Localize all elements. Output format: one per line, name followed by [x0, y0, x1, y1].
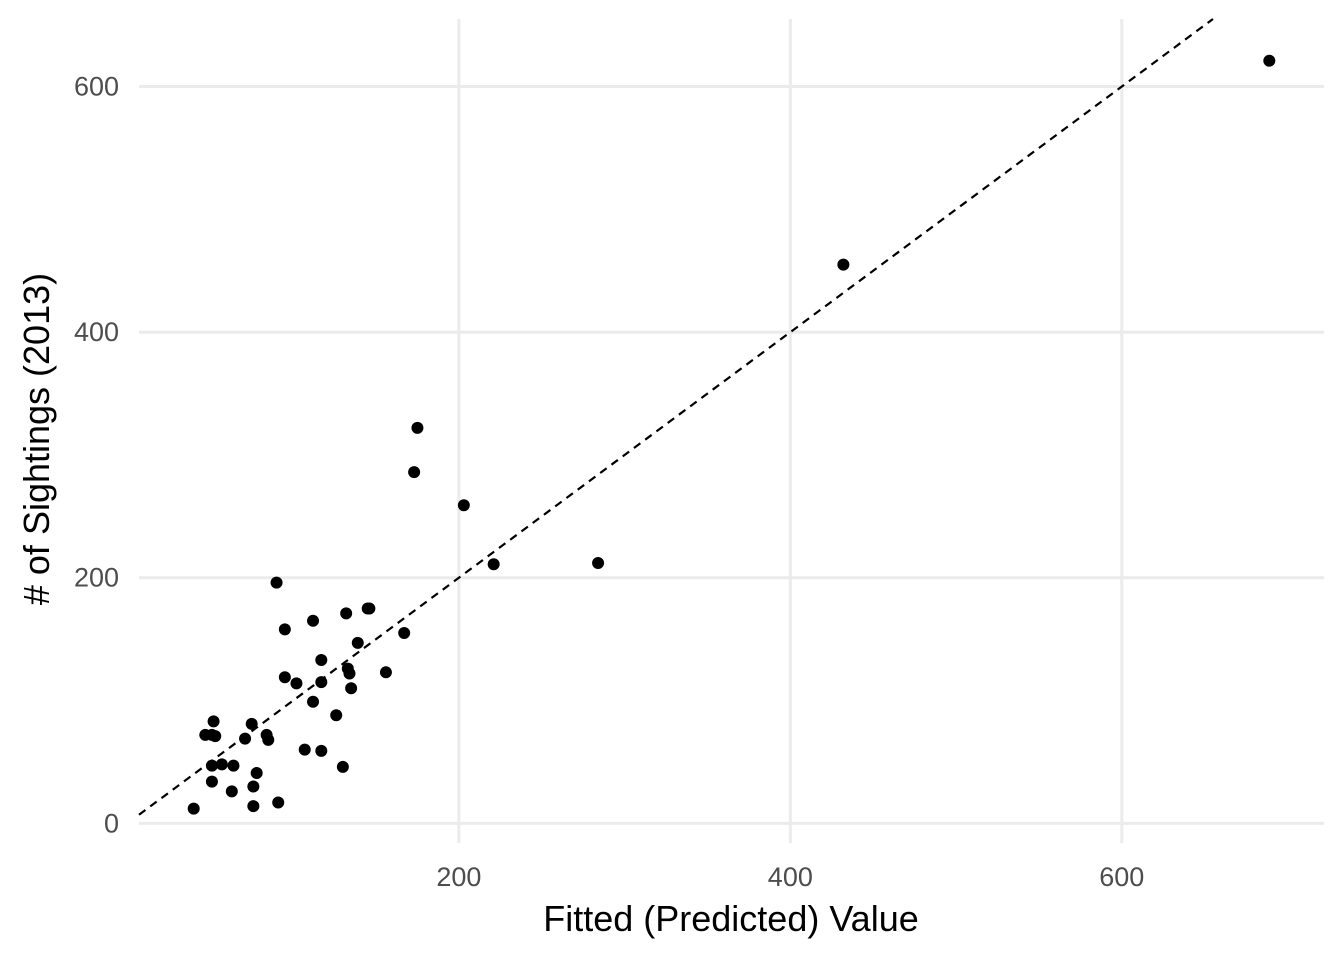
data-point-26 [245, 717, 258, 730]
x-tick-label-400: 400 [768, 862, 813, 892]
data-point-33 [298, 743, 311, 756]
data-point-44 [247, 800, 260, 813]
x-tick-label-600: 600 [1099, 862, 1144, 892]
reference-line [138, 18, 1214, 816]
data-point-23 [307, 695, 320, 708]
gridlines [139, 19, 1324, 843]
data-point-14 [351, 636, 364, 649]
y-tick-label-200: 200 [74, 563, 119, 593]
data-point-7 [270, 576, 283, 589]
data-points [187, 54, 1276, 815]
x-axis-title: Fitted (Predicted) Value [543, 898, 919, 939]
x-tick-label-200: 200 [436, 862, 481, 892]
data-point-21 [290, 677, 303, 690]
data-point-12 [398, 627, 411, 640]
data-point-19 [278, 671, 291, 684]
data-point-5 [487, 558, 500, 571]
data-point-29 [209, 730, 222, 743]
data-point-6 [592, 557, 605, 570]
data-point-11 [307, 614, 320, 627]
data-point-32 [262, 733, 275, 746]
data-point-35 [215, 758, 228, 771]
x-axis-ticks: 200 400 600 [436, 862, 1144, 892]
y-axis-title: # of Sightings (2013) [16, 273, 57, 605]
y-tick-label-400: 400 [74, 317, 119, 347]
data-point-0 [1263, 54, 1276, 67]
data-point-3 [408, 466, 421, 479]
data-point-36 [205, 759, 218, 772]
data-point-20 [315, 676, 328, 689]
y-tick-label-0: 0 [104, 808, 119, 838]
data-point-42 [225, 785, 238, 798]
data-point-2 [411, 421, 424, 434]
data-point-34 [315, 744, 328, 757]
data-point-31 [239, 732, 252, 745]
data-point-39 [250, 767, 263, 780]
y-axis-ticks: 0 200 400 600 [74, 72, 119, 839]
data-point-22 [345, 682, 358, 695]
data-point-9 [361, 602, 374, 615]
data-point-1 [837, 258, 850, 271]
data-point-43 [272, 796, 285, 809]
reference-line-group [138, 18, 1214, 816]
data-point-38 [336, 760, 349, 773]
data-point-4 [457, 499, 470, 512]
data-point-41 [247, 780, 260, 793]
data-point-18 [379, 666, 392, 679]
data-point-13 [278, 623, 291, 636]
data-point-40 [205, 775, 218, 788]
y-tick-label-600: 600 [74, 72, 119, 102]
data-point-15 [315, 654, 328, 667]
data-point-24 [330, 709, 343, 722]
data-point-25 [207, 715, 220, 728]
data-point-17 [343, 667, 356, 680]
data-point-10 [340, 607, 353, 620]
data-point-45 [187, 802, 200, 815]
data-point-37 [227, 759, 240, 772]
